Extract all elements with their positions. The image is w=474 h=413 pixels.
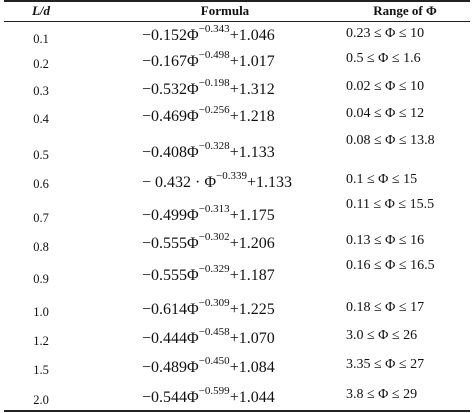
row-range: 0.5 ≤ Φ ≤ 1.6: [346, 51, 421, 66]
row-formula: −0.532Φ−0.198+1.312: [142, 76, 342, 100]
formula-constant: +1.044: [229, 389, 275, 406]
row-range: 0.16 ≤ Φ ≤ 16.5: [346, 258, 435, 273]
row-ld-value: 1.2: [33, 334, 49, 348]
row-range: 0.23 ≤ Φ ≤ 10: [346, 26, 425, 41]
row-range: 3.8 ≤ Φ ≤ 29: [346, 387, 418, 402]
formula-coefficient: − 0.432 · Φ: [142, 174, 217, 191]
row-formula: −0.544Φ−0.599+1.044: [142, 384, 342, 408]
formula-coefficient: −0.489Φ: [142, 359, 199, 376]
row-range: 0.1 ≤ Φ ≤ 15: [346, 172, 418, 187]
formula-constant: +1.218: [229, 108, 275, 125]
row-ld-value: 0.2: [33, 57, 49, 71]
formula-coefficient: −0.555Φ: [142, 235, 199, 252]
row-ld-value: 0.8: [33, 240, 49, 254]
row-ld-value: 2.0: [33, 393, 49, 407]
formula-constant: +1.175: [229, 207, 275, 224]
row-formula: −0.444Φ−0.458+1.070: [142, 325, 342, 349]
formula-exponent: −0.302: [198, 230, 230, 243]
formula-constant: +1.070: [229, 330, 275, 347]
row-formula: − 0.432 · Φ−0.339+1.133: [142, 169, 342, 193]
formula-coefficient: −0.469Φ: [142, 108, 199, 125]
formula-exponent: −0.599: [198, 384, 230, 397]
formula-exponent: −0.498: [198, 48, 230, 61]
row-ld-value: 0.9: [33, 272, 49, 286]
formula-exponent: −0.309: [198, 296, 230, 309]
row-ld-value: 0.3: [33, 84, 49, 98]
formula-coefficient: −0.614Φ: [142, 301, 199, 318]
table-bottom-rule: [4, 410, 470, 412]
formula-coefficient: −0.499Φ: [142, 207, 199, 224]
table-top-rule: [4, 0, 470, 2]
row-ld-value: 0.6: [33, 177, 49, 191]
row-range: 0.04 ≤ Φ ≤ 12: [346, 106, 425, 121]
row-ld-value: 0.7: [33, 211, 49, 225]
row-ld-value: 1.0: [33, 305, 49, 319]
formula-exponent: −0.256: [198, 103, 230, 116]
formula-coefficient: −0.532Φ: [142, 81, 199, 98]
formula-constant: +1.084: [229, 359, 275, 376]
row-formula: −0.489Φ−0.450+1.084: [142, 354, 342, 378]
row-range: 0.13 ≤ Φ ≤ 16: [346, 233, 425, 248]
row-formula: −0.614Φ−0.309+1.225: [142, 296, 342, 320]
row-range: 0.08 ≤ Φ ≤ 13.8: [346, 133, 435, 148]
formula-constant: +1.017: [229, 53, 275, 70]
formula-exponent: −0.328: [198, 139, 230, 152]
row-formula: −0.408Φ−0.328+1.133: [142, 139, 342, 163]
formula-constant: +1.206: [229, 235, 275, 252]
header-range: Range of Φ: [373, 3, 437, 18]
row-formula: −0.167Φ−0.498+1.017: [142, 48, 342, 72]
formula-coefficient: −0.408Φ: [142, 144, 199, 161]
formula-coefficient: −0.152Φ: [142, 27, 199, 44]
row-range: 3.0 ≤ Φ ≤ 26: [346, 328, 418, 343]
row-range: 0.18 ≤ Φ ≤ 17: [346, 300, 425, 315]
row-ld-value: 0.4: [33, 112, 49, 126]
formula-constant: +1.225: [229, 301, 275, 318]
row-range: 0.11 ≤ Φ ≤ 15.5: [346, 197, 435, 212]
row-ld-value: 0.1: [33, 32, 49, 46]
formula-coefficient: −0.444Φ: [142, 330, 199, 347]
formula-exponent: −0.343: [198, 22, 230, 35]
header-formula: Formula: [200, 3, 250, 18]
row-formula: −0.499Φ−0.313+1.175: [142, 202, 342, 226]
formula-exponent: −0.198: [198, 76, 230, 89]
formula-constant: +1.046: [229, 27, 275, 44]
table-header-rule: [4, 21, 470, 22]
row-ld-value: 0.5: [33, 148, 49, 162]
formula-exponent: −0.329: [198, 262, 230, 275]
formula-exponent: −0.339: [216, 169, 248, 182]
formula-constant: +1.133: [229, 144, 275, 161]
formula-constant: +1.187: [229, 267, 275, 284]
formula-exponent: −0.458: [198, 325, 230, 338]
formula-constant: +1.133: [247, 174, 293, 191]
header-ld: L/d: [31, 3, 51, 18]
formula-constant: +1.312: [229, 81, 275, 98]
row-range: 3.35 ≤ Φ ≤ 27: [346, 357, 425, 372]
row-formula: −0.555Φ−0.329+1.187: [142, 262, 342, 286]
formula-coefficient: −0.544Φ: [142, 389, 199, 406]
row-formula: −0.469Φ−0.256+1.218: [142, 103, 342, 127]
formula-coefficient: −0.167Φ: [142, 53, 199, 70]
row-ld-value: 1.5: [33, 363, 49, 377]
row-formula: −0.555Φ−0.302+1.206: [142, 230, 342, 254]
formula-exponent: −0.313: [198, 202, 230, 215]
formula-coefficient: −0.555Φ: [142, 267, 199, 284]
row-range: 0.02 ≤ Φ ≤ 10: [346, 79, 425, 94]
formula-exponent: −0.450: [198, 354, 230, 367]
row-formula: −0.152Φ−0.343+1.046: [142, 22, 342, 46]
